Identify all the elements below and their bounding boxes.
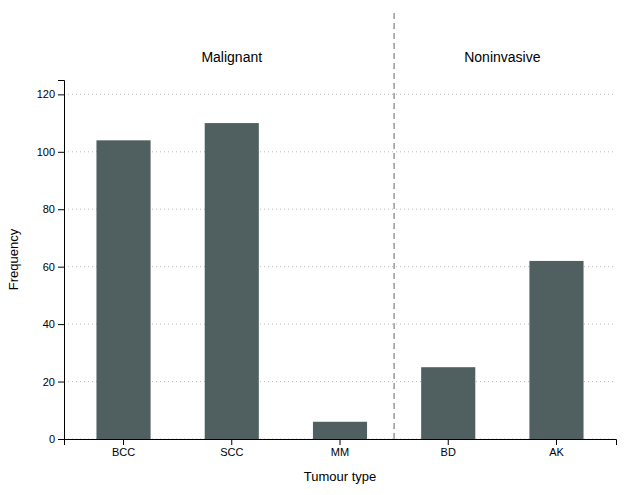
y-tick-label: 0 bbox=[49, 433, 55, 445]
y-tick: 80 bbox=[43, 203, 64, 215]
y-tick: 60 bbox=[43, 261, 64, 273]
bar bbox=[205, 123, 259, 439]
section-divider bbox=[393, 12, 395, 439]
bar bbox=[421, 367, 475, 439]
x-tick: MM bbox=[331, 439, 349, 458]
y-tick: 40 bbox=[43, 318, 64, 330]
y-tick-label: 120 bbox=[37, 88, 55, 100]
y-tick-mark bbox=[58, 209, 64, 210]
y-tick: 0 bbox=[49, 433, 64, 445]
bar bbox=[313, 422, 367, 439]
chart: 0 20 40 60 80 100 120 BCC SCC MM BD AK Malignant Noni… bbox=[0, 0, 640, 495]
x-tick: BD bbox=[441, 439, 456, 458]
x-tick-mark bbox=[231, 439, 232, 445]
x-tick-label: AK bbox=[549, 446, 564, 458]
x-tick: AK bbox=[549, 439, 564, 458]
y-tick-mark bbox=[58, 152, 64, 153]
x-axis-title: Tumour type bbox=[304, 469, 377, 484]
grid bbox=[64, 94, 616, 439]
x-tick-mark bbox=[123, 439, 124, 445]
section-label: Noninvasive bbox=[464, 49, 540, 65]
x-tick-label: BCC bbox=[112, 446, 135, 458]
y-tick-mark bbox=[58, 267, 64, 268]
grid-line bbox=[64, 94, 616, 95]
plot: 0 20 40 60 80 100 120 BCC SCC MM BD AK Malignant Noni… bbox=[37, 12, 617, 458]
x-tick: SCC bbox=[220, 439, 243, 458]
y-tick: 20 bbox=[43, 376, 64, 388]
x-tick-label: BD bbox=[441, 446, 456, 458]
y-tick-label: 100 bbox=[37, 146, 55, 158]
x-tick: BCC bbox=[112, 439, 135, 458]
x-axis-line bbox=[65, 440, 617, 446]
annotations: Malignant Noninvasive bbox=[201, 12, 540, 439]
x-axis: BCC SCC MM BD AK bbox=[65, 439, 617, 458]
y-tick-mark bbox=[58, 94, 64, 95]
chart-container: 0 20 40 60 80 100 120 BCC SCC MM BD AK Malignant Noni… bbox=[0, 0, 640, 495]
section-label: Malignant bbox=[201, 49, 262, 65]
x-tick-label: SCC bbox=[220, 446, 243, 458]
bars bbox=[96, 123, 583, 439]
x-tick-mark bbox=[340, 439, 341, 445]
y-tick-label: 60 bbox=[43, 261, 55, 273]
x-tick-mark bbox=[448, 439, 449, 445]
y-axis-title: Frequency bbox=[6, 228, 21, 290]
y-axis: 0 20 40 60 80 100 120 bbox=[37, 81, 65, 446]
y-tick: 120 bbox=[37, 88, 64, 100]
y-tick-label: 20 bbox=[43, 376, 55, 388]
y-tick-mark bbox=[58, 439, 64, 440]
y-tick-label: 80 bbox=[43, 203, 55, 215]
y-tick-mark bbox=[58, 382, 64, 383]
x-tick-label: MM bbox=[331, 446, 349, 458]
y-axis-line bbox=[58, 81, 65, 440]
y-tick: 100 bbox=[37, 146, 64, 158]
bar bbox=[96, 140, 150, 439]
y-tick-mark bbox=[58, 324, 64, 325]
x-tick-mark bbox=[556, 439, 557, 445]
bar bbox=[529, 261, 583, 439]
y-tick-label: 40 bbox=[43, 318, 55, 330]
